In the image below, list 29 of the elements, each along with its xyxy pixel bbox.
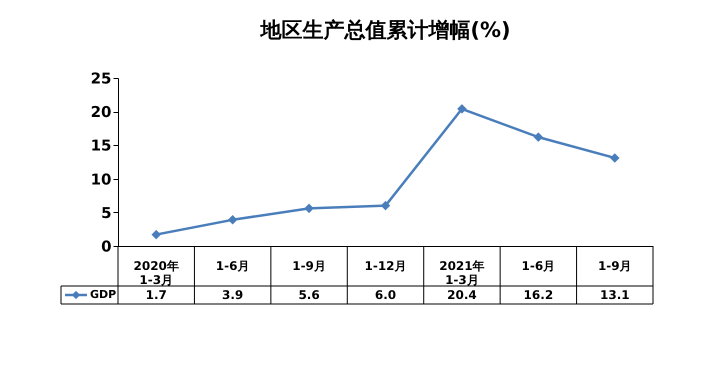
point	[457, 104, 467, 114]
data-label: 6.0	[374, 288, 396, 302]
data-label: 16.2	[524, 288, 554, 302]
x-tick-label: 1-6月	[216, 259, 250, 273]
legend-label: GDP	[90, 288, 116, 301]
point	[534, 132, 544, 142]
data-label: 1.7	[146, 288, 167, 302]
x-tick-label: 2021年 1-3月	[439, 259, 485, 287]
data-label: 13.1	[600, 288, 630, 302]
point	[610, 153, 620, 163]
y-tick-label: 0	[101, 238, 112, 256]
x-tick-label: 2020年 1-3月	[134, 259, 179, 287]
y-tick-label: 25	[90, 70, 112, 88]
y-tick-label: 15	[90, 136, 112, 155]
x-tick-label: 1-6月	[522, 259, 556, 273]
data-label: 20.4	[447, 288, 477, 302]
data-label: 3.9	[222, 288, 244, 302]
y-tick-label: 20	[90, 103, 112, 122]
point	[228, 215, 238, 225]
point	[304, 204, 314, 214]
chart-title: 地区生产总值累计增幅(%)	[259, 18, 511, 42]
y-tick-label: 5	[101, 204, 112, 222]
x-tick-label: 1-12月	[364, 259, 407, 273]
data-label: 5.6	[298, 288, 320, 302]
point	[151, 230, 161, 240]
y-tick-label: 10	[90, 170, 112, 188]
x-tick-label: 1-9月	[292, 259, 326, 273]
x-tick-label: 1-9月	[598, 259, 632, 273]
point	[380, 200, 390, 210]
